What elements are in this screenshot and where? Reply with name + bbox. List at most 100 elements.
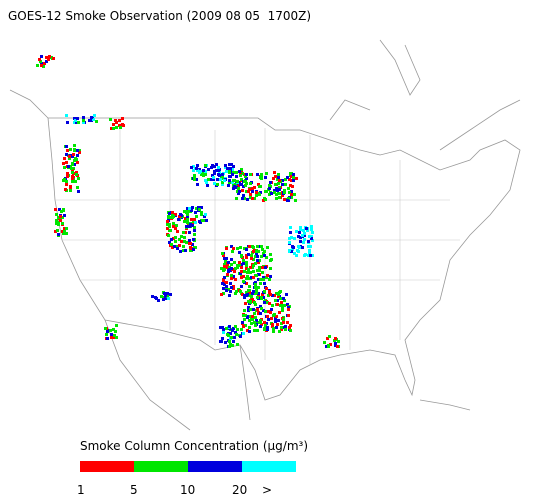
smoke-pixel [56,229,59,232]
smoke-pixel [299,226,302,229]
smoke-pixel [289,172,292,175]
smoke-pixel [249,182,252,185]
smoke-pixel [39,60,42,63]
smoke-pixel [163,292,166,295]
smoke-pixel [325,345,328,348]
smoke-pixel [228,181,231,184]
smoke-pixel [66,121,69,124]
smoke-pixel [233,270,236,273]
smoke-pixel [223,265,226,268]
smoke-pixel [166,292,169,295]
smoke-pixel [179,250,182,253]
smoke-pixel [256,269,259,272]
smoke-pixel [245,267,248,270]
smoke-pixel [186,213,189,216]
state-lines [55,118,460,365]
smoke-pixel [63,157,66,160]
smoke-pixel [118,124,121,127]
smoke-pixel [62,209,65,212]
smoke-pixel [248,330,251,333]
smoke-pixel [71,177,74,180]
smoke-pixel [256,173,259,176]
smoke-pixel [269,253,272,256]
smoke-pixel [230,286,233,289]
smoke-pixel [239,174,242,177]
smoke-pixel [277,176,280,179]
smoke-pixel [169,229,172,232]
smoke-pixel [82,121,85,124]
smoke-pixel [289,231,292,234]
smoke-pixel [255,250,258,253]
smoke-pixel [216,178,219,181]
smoke-pixel [218,168,221,171]
smoke-pixel [82,116,85,119]
smoke-pixel [287,308,290,311]
smoke-pixel [258,185,261,188]
legend-swatch [188,461,242,472]
smoke-pixel [326,337,329,340]
smoke-pixel [183,236,186,239]
smoke-pixel [262,278,265,281]
smoke-pixel [174,240,177,243]
smoke-pixel [69,165,72,168]
smoke-pixel [204,179,207,182]
smoke-pixel [334,337,337,340]
smoke-pixel [66,175,69,178]
smoke-pixel [219,326,222,329]
smoke-pixel [290,250,293,253]
smoke-pixel [282,321,285,324]
smoke-pixel [308,235,311,238]
smoke-pixel [112,336,115,339]
legend-title: Smoke Column Concentration (μg/m³) [80,439,308,453]
smoke-pixel [287,306,290,309]
smoke-pixel [301,234,304,237]
smoke-pixel [249,193,252,196]
smoke-pixel [71,180,74,183]
smoke-pixel [193,233,196,236]
smoke-pixel [192,165,195,168]
smoke-pixel [227,270,230,273]
smoke-pixel [290,236,293,239]
smoke-pixel [74,180,77,183]
smoke-pixel [212,176,215,179]
smoke-pixel [55,213,58,216]
smoke-pixel [54,230,57,233]
smoke-pixel [328,335,331,338]
smoke-pixel [329,343,332,346]
smoke-pixel [106,337,109,340]
smoke-pixel [260,296,263,299]
smoke-pixel [278,188,281,191]
smoke-pixel [241,321,244,324]
smoke-pixel [166,227,169,230]
smoke-pixel [243,318,246,321]
smoke-pixel [38,58,41,61]
smoke-pixel [245,173,248,176]
smoke-pixel [230,263,233,266]
smoke-pixel [92,118,95,121]
smoke-pixel [303,234,306,237]
smoke-pixel [71,169,74,172]
smoke-pixel [268,290,271,293]
smoke-pixel [225,285,228,288]
smoke-pixel [166,220,169,223]
smoke-pixel [282,318,285,321]
smoke-pixel [286,176,289,179]
smoke-pixel [229,332,232,335]
smoke-pixel [225,170,228,173]
smoke-pixel [261,266,264,269]
smoke-pixel [192,221,195,224]
smoke-pixel [240,255,243,258]
smoke-pixel [45,56,48,59]
smoke-pixel [186,207,189,210]
smoke-pixel [196,164,199,167]
smoke-pixel [257,261,260,264]
smoke-pixel [252,258,255,261]
smoke-pixel [236,190,239,193]
smoke-pixel [307,254,310,257]
smoke-pixel [234,278,237,281]
smoke-pixel [40,64,43,67]
smoke-pixel [286,303,289,306]
smoke-pixel [191,243,194,246]
smoke-pixel [310,235,313,238]
smoke-pixel [273,294,276,297]
